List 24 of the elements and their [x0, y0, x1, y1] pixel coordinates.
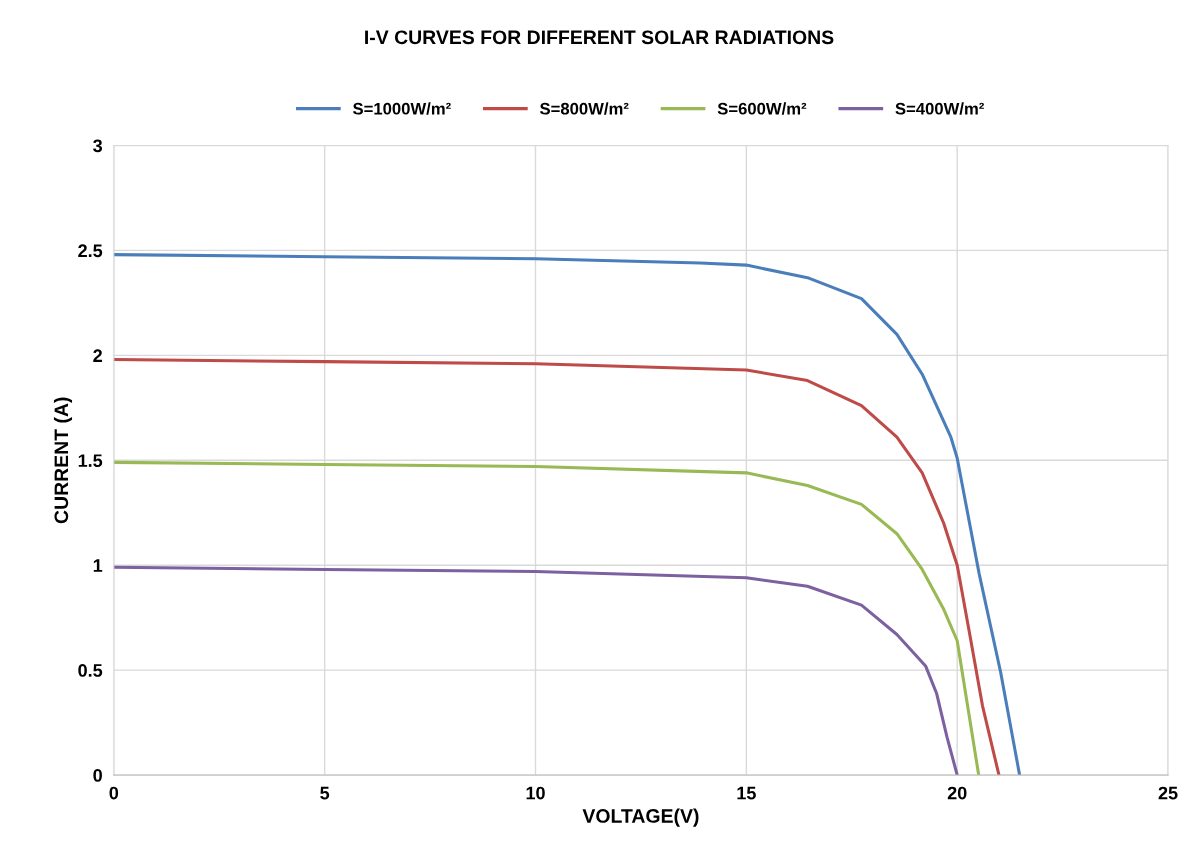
y-tick-label: 2.5 [78, 244, 103, 258]
x-tick-label: 5 [320, 786, 330, 800]
y-axis-title: CURRENT (A) [53, 397, 73, 524]
chart-title: I-V CURVES FOR DIFFERENT SOLAR RADIATIONS [365, 30, 834, 45]
legend-label: S=1000W/m² [353, 102, 451, 115]
y-tick-label: 1 [93, 559, 103, 572]
line-series [113, 460, 981, 776]
x-tick-label: 15 [737, 786, 756, 800]
y-tick-label: 0.5 [78, 664, 103, 677]
y-tick-label: 2 [93, 349, 102, 362]
y-tick-label: 0 [93, 769, 102, 782]
legend-label: S=600W/m² [717, 102, 807, 115]
y-tick-label: 3 [93, 139, 103, 153]
x-tick-label: 10 [526, 786, 545, 800]
line-series [113, 358, 1001, 776]
x-axis-title: VOLTAGE(V) [582, 808, 699, 827]
line-series [113, 253, 1022, 776]
x-tick-label: 25 [1158, 786, 1178, 800]
y-tick-label: 1.5 [78, 454, 103, 467]
x-tick-label: 20 [947, 786, 967, 800]
line-series [113, 565, 959, 776]
x-tick-label: 0 [109, 786, 119, 800]
legend-label: S=400W/m² [895, 102, 984, 115]
legend-label: S=800W/m² [539, 102, 629, 115]
